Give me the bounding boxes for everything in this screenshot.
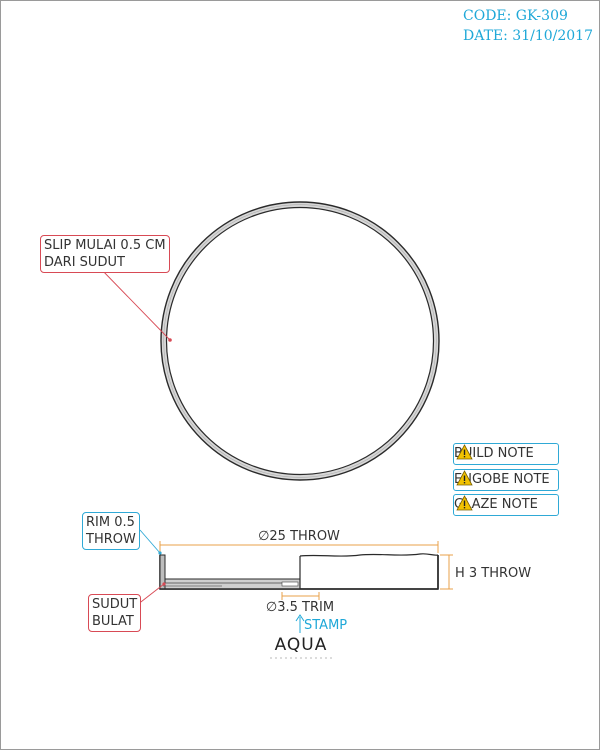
logo-wordmark: AQUA <box>274 635 328 655</box>
sudut-leader <box>136 582 166 606</box>
top-view-plate <box>160 201 440 481</box>
glaze-note-label: GLAZE NOTE <box>454 497 538 512</box>
build-note-label: BUILD NOTE <box>454 446 534 461</box>
height-label: H 3 THROW <box>455 566 531 581</box>
side-section-view <box>159 553 439 590</box>
engobe-note-button[interactable]: ENGOBE NOTE <box>453 469 559 491</box>
rim-callout: RIM 0.5 THROW <box>82 512 140 550</box>
engobe-note-label: ENGOBE NOTE <box>454 472 550 487</box>
rim-callout-line1: RIM 0.5 <box>86 515 135 530</box>
product-code: CODE: GK-309 <box>463 8 568 24</box>
brand-logo: AQUA <box>268 636 334 662</box>
stamp-label: STAMP <box>304 618 347 633</box>
trim-label: ∅3.5 TRIM <box>266 600 334 615</box>
build-note-button[interactable]: BUILD NOTE <box>453 443 559 465</box>
title-block: CODE: GK-309 DATE: 31/10/2017 <box>463 6 593 46</box>
stamp-pointer: STAMP <box>295 614 347 633</box>
warning-icon <box>456 444 473 460</box>
glaze-note-button[interactable]: GLAZE NOTE <box>453 494 559 516</box>
slip-callout-line2: DARI SUDUT <box>44 255 125 270</box>
height-dimension: H 3 THROW <box>440 554 531 590</box>
wave-logo-icon <box>270 657 332 659</box>
slip-callout: SLIP MULAI 0.5 CM DARI SUDUT <box>40 235 170 273</box>
drawing-date: DATE: 31/10/2017 <box>463 28 593 44</box>
warning-icon <box>456 470 473 486</box>
warning-icon <box>456 495 473 511</box>
slip-leader <box>99 267 172 342</box>
rim-callout-line2: THROW <box>86 532 136 547</box>
sudut-callout-line2: BULAT <box>92 614 134 629</box>
trim-dimension: ∅3.5 TRIM <box>266 592 334 615</box>
diameter-label: ∅25 THROW <box>258 529 340 544</box>
sudut-callout-line1: SUDUT <box>92 597 138 612</box>
sudut-callout: SUDUT BULAT <box>88 594 142 632</box>
rim-leader <box>139 529 162 555</box>
slip-callout-line1: SLIP MULAI 0.5 CM <box>44 238 166 253</box>
diameter-dimension: ∅25 THROW <box>159 529 439 553</box>
